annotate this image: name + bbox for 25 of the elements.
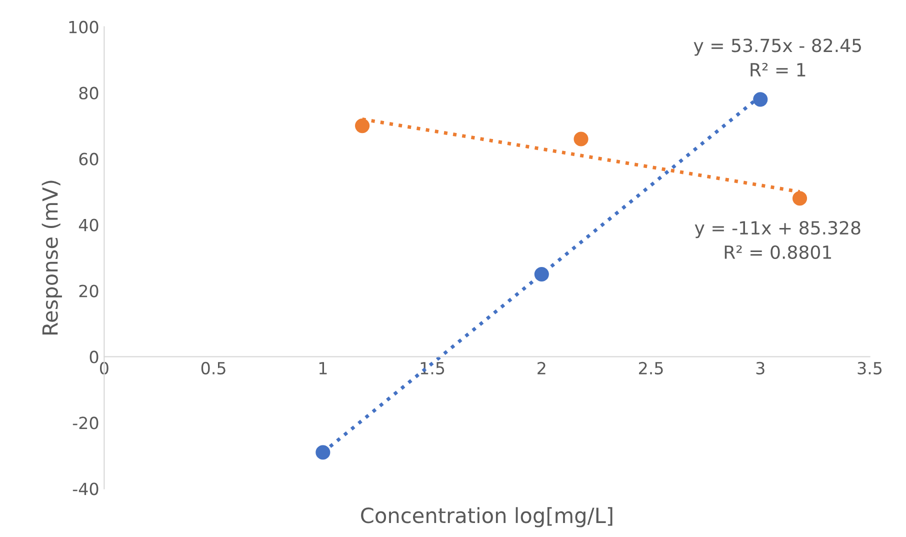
point: [534, 266, 549, 282]
x-tick-label: 3.5: [858, 362, 882, 374]
point: [574, 132, 588, 146]
x-tick-label: 1: [319, 362, 327, 374]
annotation: y = 53.75x - 82.45 R² = 1: [694, 38, 861, 76]
x-tick-label: 2: [538, 362, 546, 374]
x-tick-label: 0: [100, 362, 108, 374]
y-tick-label: -40: [72, 482, 98, 496]
point: [316, 445, 330, 460]
point: [792, 191, 808, 206]
y-tick-label: 80: [79, 86, 98, 100]
x-tick-label: 0.5: [201, 362, 226, 374]
y-tick-label: 60: [79, 152, 98, 166]
y-tick-label: 100: [69, 20, 98, 34]
x-tick-label: 2.5: [638, 362, 663, 374]
y-tick-label: 0: [90, 350, 98, 364]
y-tick-label: 20: [79, 284, 98, 298]
annotation: y = -11x + 85.328 R² = 0.8801: [694, 221, 860, 259]
y-tick-label: -20: [72, 416, 98, 430]
x-tick-label: 3: [756, 362, 764, 374]
point: [355, 118, 370, 134]
y-tick-label: 40: [78, 218, 98, 232]
y-axis-title: Response (mV): [42, 180, 62, 334]
point: [753, 92, 768, 107]
x-axis-title: Concentration log[mg/L]: [361, 507, 612, 528]
